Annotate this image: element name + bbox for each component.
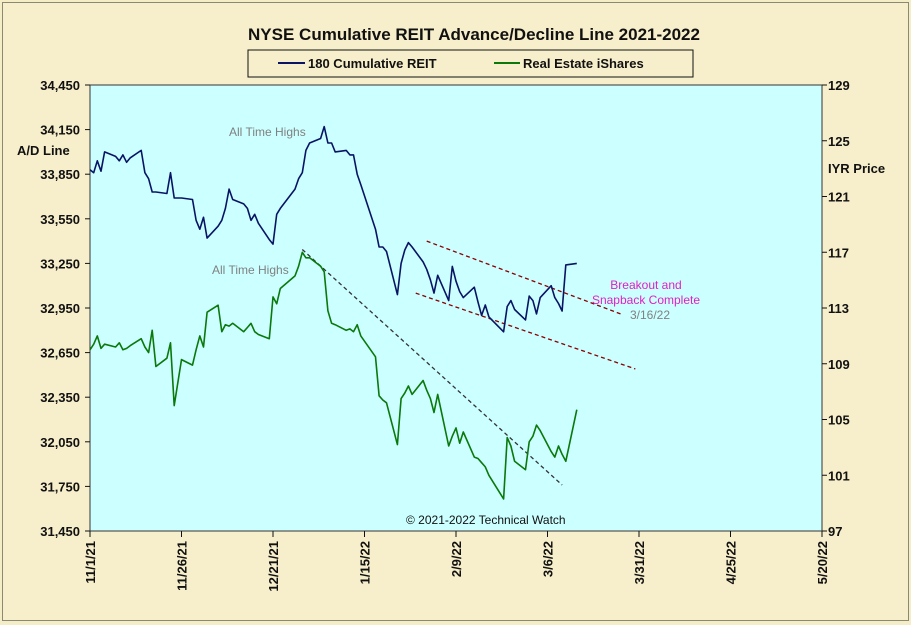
- y-right-tick-label: 117: [828, 245, 849, 260]
- x-tick-label: 2/9/22: [449, 541, 464, 577]
- y-left-axis-label: A/D Line: [17, 143, 70, 158]
- x-tick-label: 12/21/21: [266, 541, 281, 592]
- y-left-tick-label: 32,650: [40, 346, 80, 361]
- legend-label-iyr: Real Estate iShares: [523, 56, 644, 71]
- annotation-ath-iyr: All Time Highs: [212, 263, 289, 277]
- y-right-tick-label: 113: [828, 301, 849, 316]
- y-right-tick-label: 125: [828, 134, 850, 149]
- y-left-tick-label: 34,450: [40, 78, 80, 93]
- chart-title: NYSE Cumulative REIT Advance/Decline Lin…: [248, 25, 700, 44]
- trendline: [301, 248, 563, 486]
- y-left-tick-label: 33,850: [40, 167, 80, 182]
- y-left-tick-label: 32,050: [40, 435, 80, 450]
- x-ticks: 11/1/21 11/26/21 12/21/21 1/15/22 2/9/22 3/6/…: [83, 531, 830, 592]
- x-tick-label: 3/31/22: [632, 541, 647, 584]
- chart: NYSE Cumulative REIT Advance/Decline Lin…: [17, 25, 885, 592]
- y-right-tick-label: 105: [828, 413, 850, 428]
- y-right-tick-label: 101: [828, 468, 850, 483]
- series-line-reit: [90, 125, 577, 333]
- y-left-tick-label: 31,450: [40, 524, 80, 539]
- x-tick-label: 11/26/21: [175, 541, 190, 591]
- legend-box: [247, 49, 694, 78]
- x-tick-label: 11/1/21: [83, 541, 98, 584]
- annotation-breakout-line2: Snapback Complete: [592, 293, 700, 307]
- y-left-tick-label: 33,250: [40, 256, 80, 271]
- y-right-axis-label: IYR Price: [828, 161, 885, 176]
- y-left-tick-label: 31,750: [40, 479, 80, 494]
- y-right-ticks: 129 125 121 117 113 109 105 101 97: [822, 78, 850, 539]
- y-right-tick-label: 109: [828, 357, 850, 372]
- y-left-tick-label: 34,150: [40, 123, 80, 138]
- x-tick-label: 3/6/22: [541, 541, 556, 577]
- y-left-ticks: 34,450 34,150 33,850 33,550 33,250 32,950 32,6…: [40, 78, 90, 539]
- annotation-breakout-date: 3/16/22: [630, 308, 670, 322]
- annotation-ath-reit: All Time Highs: [229, 125, 306, 139]
- plot-area: [89, 84, 823, 532]
- copyright-text: © 2021-2022 Technical Watch: [406, 513, 566, 527]
- annotation-breakout-line1: Breakout and: [610, 278, 681, 292]
- y-right-tick-label: 121: [828, 190, 850, 205]
- y-left-tick-label: 32,350: [40, 390, 80, 405]
- x-tick-label: 4/25/22: [724, 541, 739, 584]
- x-tick-label: 5/20/22: [815, 541, 830, 584]
- y-left-tick-label: 32,950: [40, 301, 80, 316]
- y-left-tick-label: 33,550: [40, 212, 80, 227]
- trendlines: [301, 240, 636, 486]
- x-tick-label: 1/15/22: [358, 541, 373, 584]
- legend-label-reit: 180 Cumulative REIT: [308, 56, 437, 71]
- y-right-tick-label: 97: [828, 524, 842, 539]
- trendline: [415, 292, 636, 370]
- series-lines: [90, 125, 578, 500]
- y-right-tick-label: 129: [828, 78, 850, 93]
- series-line-iyr: [90, 251, 578, 500]
- legend: 180 Cumulative REIT Real Estate iShares: [247, 49, 694, 78]
